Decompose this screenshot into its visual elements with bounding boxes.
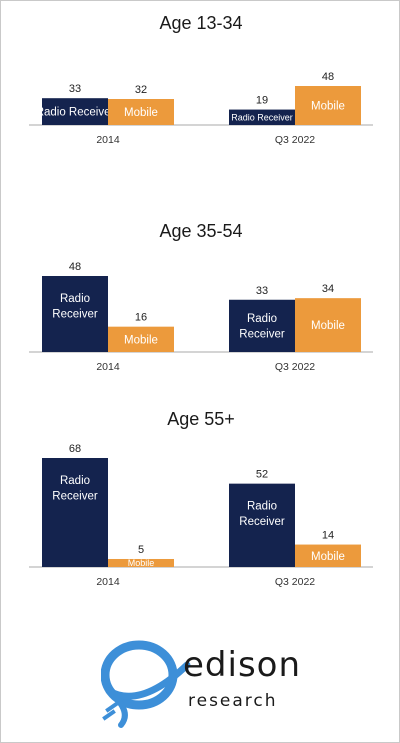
brand-sub: research — [188, 691, 278, 711]
bar-mobile — [108, 558, 174, 567]
category-label: Q3 2022 — [275, 576, 315, 588]
bar-value-label: 14 — [322, 530, 334, 542]
category-label: 2014 — [96, 134, 120, 146]
bar-radio-receiver — [229, 109, 295, 125]
bar-value-label: 48 — [322, 71, 334, 83]
bar-mobile — [295, 544, 361, 567]
bar-mobile — [108, 326, 174, 352]
bar-radio-receiver — [42, 98, 108, 125]
bar-chart: 48 Radio Receiver 16 Mobile 2014 33 Radio Receiv… — [29, 261, 373, 373]
chart-title: Age 55+ — [167, 409, 235, 429]
bar-value-label: 34 — [322, 283, 334, 295]
bar-radio-receiver — [229, 299, 295, 352]
bar-value-label: 32 — [135, 84, 147, 96]
series-label: Radio — [60, 293, 90, 305]
bar-value-label: 52 — [256, 469, 268, 481]
bar-value-label: 33 — [256, 285, 268, 297]
bar-radio-receiver — [42, 458, 108, 567]
edison-research-logo: edison research — [100, 639, 306, 729]
bar-value-label: 68 — [69, 443, 81, 455]
category-label: 2014 — [96, 576, 120, 588]
bar-value-label: 5 — [138, 544, 144, 556]
series-label: Receiver — [52, 309, 98, 321]
brand-name: edison — [183, 645, 302, 685]
series-label: Mobile — [124, 334, 158, 346]
category-label: Q3 2022 — [275, 134, 315, 146]
chart-title: Age 35-54 — [159, 221, 243, 241]
category-label: Q3 2022 — [275, 361, 315, 373]
bar-radio-receiver — [42, 276, 108, 352]
series-label: Mobile — [311, 320, 345, 332]
series-label: Mobile — [124, 107, 158, 119]
bar-radio-receiver — [229, 483, 295, 567]
series-label: Radio Receiver — [36, 107, 115, 119]
bar-chart: 68 Radio Receiver 5 Mobile 2014 52 Radio Receive… — [29, 443, 373, 588]
series-label: Radio — [247, 313, 277, 325]
series-label: Mobile — [311, 101, 345, 113]
series-label: Receiver — [239, 328, 285, 340]
series-label: Radio — [247, 501, 277, 513]
bar-value-label: 19 — [256, 95, 268, 107]
bar-mobile — [108, 99, 174, 125]
bar-chart: 33 Radio Receiver 32 Mobile 2014 19 Radio Rece… — [29, 71, 373, 146]
series-label: Receiver — [239, 516, 285, 528]
series-label: Radio Receiver — [231, 113, 293, 123]
lightbulb-swoosh-icon — [100, 640, 191, 728]
series-label: Mobile — [128, 558, 155, 568]
series-label: Mobile — [311, 551, 345, 563]
bar-value-label: 33 — [69, 83, 81, 95]
bar-value-label: 48 — [69, 261, 81, 273]
bar-mobile — [295, 298, 361, 352]
category-label: 2014 — [96, 361, 120, 373]
bar-mobile — [295, 86, 361, 125]
bar-value-label: 16 — [135, 312, 147, 324]
series-label: Receiver — [52, 491, 98, 503]
chart-title: Age 13-34 — [159, 13, 243, 33]
series-label: Radio — [60, 475, 90, 487]
